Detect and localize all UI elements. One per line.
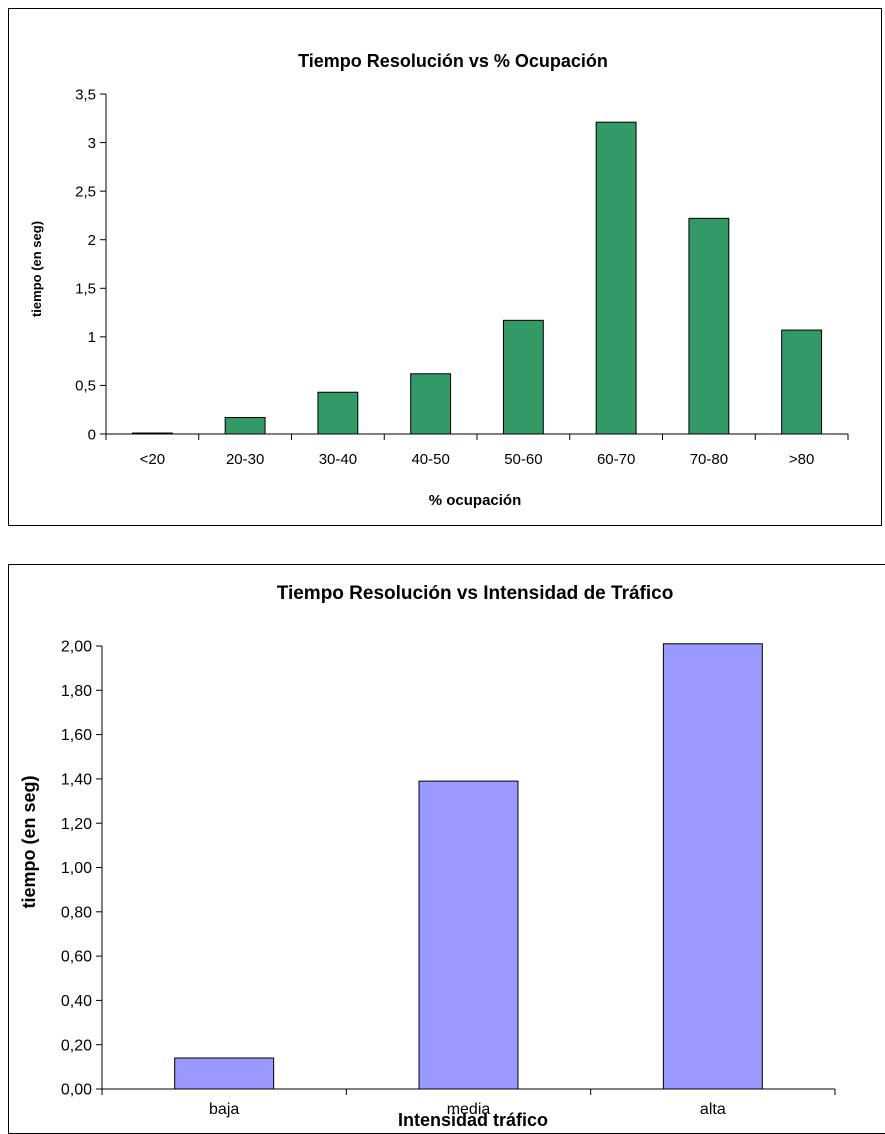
y-tick-label: 1,20 (61, 816, 92, 833)
x-tick-label: <20 (140, 451, 165, 468)
bar-alta (662, 643, 763, 1090)
x-tick-label: baja (209, 1101, 239, 1118)
y-tick-label: 0,5 (75, 378, 96, 395)
x-tick-label: 60-70 (597, 451, 635, 468)
bar-50-60 (502, 319, 544, 435)
x-tick-label: >80 (789, 451, 814, 468)
y-tick-label: 0,00 (61, 1082, 92, 1099)
x-tick-label: alta (700, 1101, 726, 1118)
chart-occupancy-svg: Tiempo Resolución vs % Ocupación tiempo … (29, 51, 849, 509)
x-tick-label: 40-50 (411, 451, 449, 468)
chart-title: Tiempo Resolución vs Intensidad de Tráfi… (277, 583, 674, 604)
bar-30-40 (317, 391, 359, 435)
bar-60-70 (595, 121, 637, 435)
chart-occupancy: Tiempo Resolución vs % Ocupación tiempo … (8, 8, 882, 526)
chart-title: Tiempo Resolución vs % Ocupación (298, 51, 608, 71)
y-tick-label: 1,80 (61, 683, 92, 700)
bar-media (418, 780, 519, 1090)
y-tick-label: 0,40 (61, 993, 92, 1010)
y-axis-title: tiempo (en seg) (19, 775, 39, 908)
x-tick-label: 20-30 (226, 451, 264, 468)
bar-40-50 (410, 373, 452, 435)
y-tick-label: 1,40 (61, 772, 92, 789)
bar-baja (174, 1057, 275, 1090)
y-tick-label: 1 (88, 329, 96, 346)
bar-70-80 (688, 217, 730, 435)
y-tick-label: 1,60 (61, 727, 92, 744)
x-tick-label: 70-80 (690, 451, 728, 468)
y-tick-label: 1,00 (61, 860, 92, 877)
bar-20-30 (224, 416, 266, 435)
y-tick-label: 0,80 (61, 904, 92, 921)
x-tick-label: 30-40 (319, 451, 357, 468)
plot-area: 0 0,5 1 1,5 2 2,5 3 3,5 <20 20-30 30-40 40-50 50-60 6… (75, 86, 849, 468)
y-tick-label: 0,20 (61, 1037, 92, 1054)
x-tick-label: 50-60 (504, 451, 542, 468)
y-tick-label: 3,5 (75, 86, 96, 103)
x-axis-title: % ocupación (429, 492, 522, 509)
y-tick-label: 0,60 (61, 949, 92, 966)
bar->80 (781, 329, 823, 435)
y-tick-label: 0 (88, 426, 96, 443)
y-tick-label: 1,5 (75, 281, 96, 298)
y-tick-label: 2,5 (75, 183, 96, 200)
chart-traffic: Tiempo Resolución vs Intensidad de Tráfi… (8, 564, 885, 1134)
plot-area: 0,00 0,20 0,40 0,60 0,80 1,00 1,20 1,40 1,60 1,80… (61, 639, 836, 1118)
y-tick-label: 3 (88, 135, 96, 152)
bar-<20 (131, 432, 173, 435)
chart-traffic-svg: Tiempo Resolución vs Intensidad de Tráfi… (19, 583, 836, 1130)
x-tick-label: media (447, 1101, 491, 1118)
y-tick-label: 2,00 (61, 639, 92, 656)
y-axis-title: tiempo (en seg) (29, 221, 44, 317)
y-tick-label: 2 (88, 232, 96, 249)
